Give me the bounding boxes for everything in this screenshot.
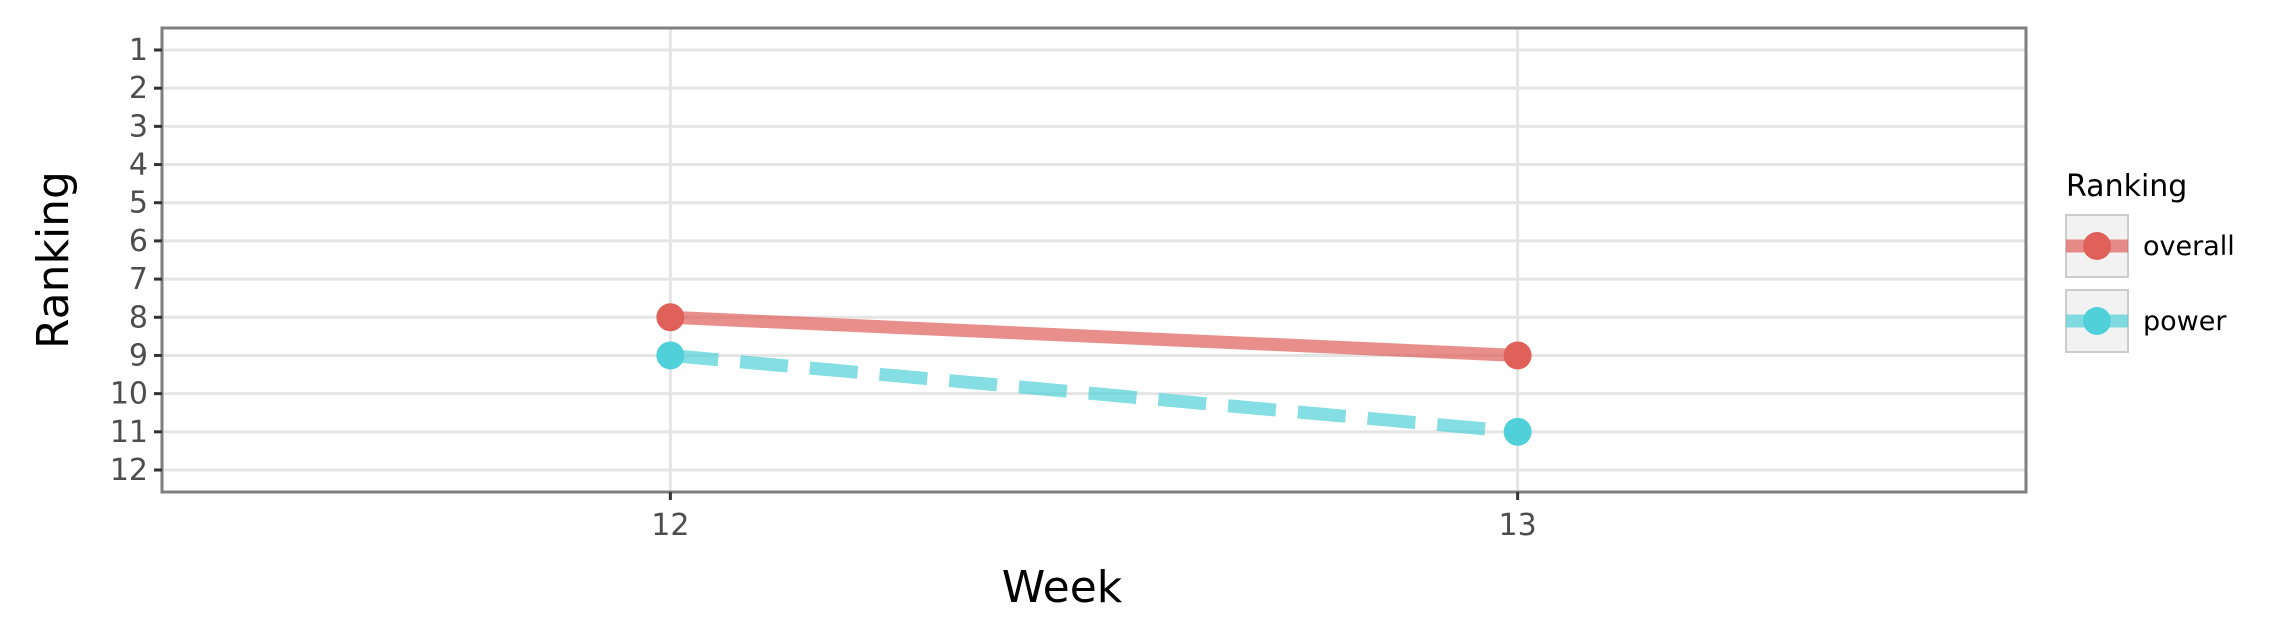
legend-title: Ranking [2066,169,2187,204]
x-tick-label: 13 [1499,508,1537,543]
legend-marker-power [2083,307,2111,335]
data-point-power [656,341,685,370]
y-tick-label: 11 [110,415,148,450]
plot-background [162,28,2026,492]
grid-lines [162,28,2026,492]
legend-marker-overall [2083,232,2111,260]
y-tick-label: 2 [129,71,148,106]
data-point-overall [656,303,685,332]
legend-label-overall: overall [2143,231,2235,262]
series-line-overall [670,310,1518,362]
y-tick-label: 8 [129,300,148,335]
legend-label-power: power [2143,306,2227,337]
y-tick-label: 6 [129,224,148,259]
x-axis-title: Week [1002,562,1123,613]
y-tick-label: 3 [129,109,148,144]
y-tick-label: 10 [110,377,148,412]
legend: Ranking overall power [2065,169,2235,353]
data-point-overall [1503,341,1532,370]
data-point-power [1503,417,1532,446]
x-tick-label: 12 [651,508,689,543]
series-layer [656,303,1532,446]
legend-entry-overall: overall [2065,214,2235,278]
y-tick-label: 5 [129,186,148,221]
y-tick-label: 9 [129,338,148,373]
plot-border [160,26,2028,494]
y-tick-label: 4 [129,148,148,183]
y-tick-label: 7 [129,262,148,297]
y-tick-label: 1 [129,33,148,68]
y-axis-title: Ranking [28,171,79,349]
legend-entry-power: power [2065,289,2227,353]
series-line-power [669,348,1519,439]
y-tick-label: 12 [110,453,148,488]
